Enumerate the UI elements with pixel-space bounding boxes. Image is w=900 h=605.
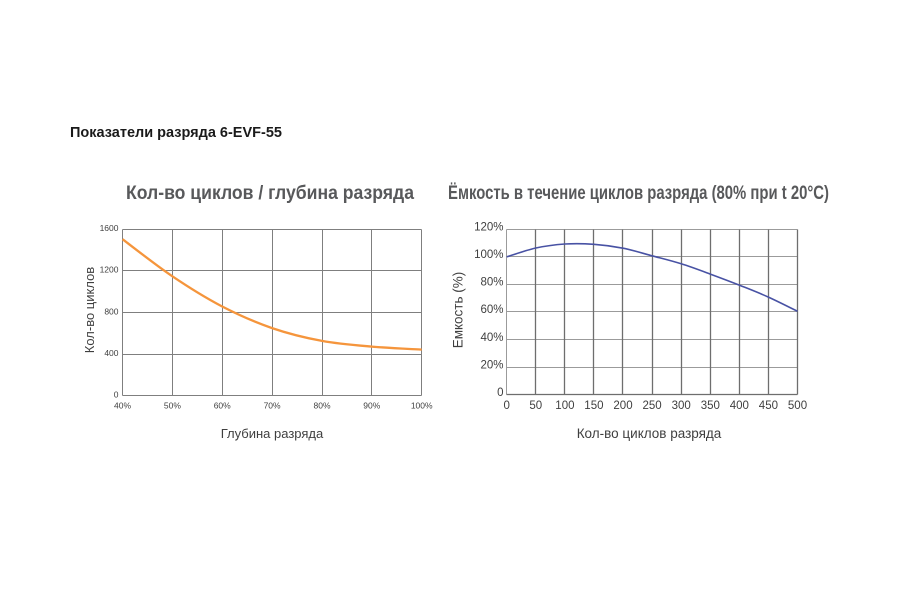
svg-text:150: 150 — [584, 400, 603, 412]
svg-text:500: 500 — [788, 400, 807, 412]
svg-text:50%: 50% — [164, 401, 181, 411]
svg-text:40%: 40% — [114, 401, 131, 411]
svg-text:60%: 60% — [214, 401, 231, 411]
svg-text:60%: 60% — [480, 304, 503, 316]
svg-text:450: 450 — [759, 400, 778, 412]
svg-text:120%: 120% — [474, 222, 503, 234]
svg-text:Кол-во циклов разряда: Кол-во циклов разряда — [577, 426, 722, 441]
svg-text:70%: 70% — [264, 401, 281, 411]
svg-text:250: 250 — [643, 400, 662, 412]
svg-text:350: 350 — [701, 400, 720, 412]
svg-text:20%: 20% — [480, 359, 503, 371]
svg-text:1600: 1600 — [100, 223, 119, 233]
svg-text:100: 100 — [555, 400, 574, 412]
svg-text:800: 800 — [104, 306, 118, 316]
svg-text:300: 300 — [672, 400, 691, 412]
svg-text:Показатели разряда 6-EVF-55: Показатели разряда 6-EVF-55 — [70, 125, 282, 141]
svg-text:Кол-во циклов / глубина разряд: Кол-во циклов / глубина разряда — [126, 183, 414, 204]
svg-text:Глубина разряда: Глубина разряда — [221, 426, 324, 441]
svg-text:80%: 80% — [480, 277, 503, 289]
svg-text:100%: 100% — [411, 401, 433, 411]
svg-text:0: 0 — [503, 400, 509, 412]
svg-text:100%: 100% — [474, 249, 503, 261]
svg-text:90%: 90% — [363, 401, 380, 411]
svg-text:80%: 80% — [313, 401, 330, 411]
svg-text:400: 400 — [104, 348, 118, 358]
svg-text:50: 50 — [529, 400, 542, 412]
svg-text:Кол-во циклов: Кол-во циклов — [82, 267, 97, 354]
svg-text:1200: 1200 — [100, 265, 119, 275]
svg-text:200: 200 — [613, 400, 632, 412]
svg-text:Ёмкость в течение циклов разря: Ёмкость в течение циклов разряда (80% пр… — [448, 183, 829, 204]
svg-text:Емкость (%): Емкость (%) — [451, 272, 466, 349]
svg-text:400: 400 — [730, 400, 749, 412]
svg-text:40%: 40% — [480, 332, 503, 344]
svg-text:0: 0 — [114, 390, 119, 400]
svg-text:0: 0 — [497, 387, 503, 399]
